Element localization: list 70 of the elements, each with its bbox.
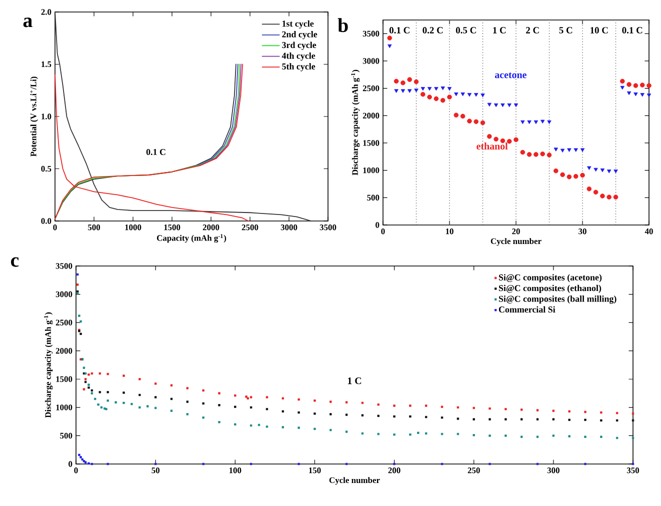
x-tick-label: 40 bbox=[644, 228, 653, 234]
y-tick-label: 3500 bbox=[56, 263, 72, 269]
text: c bbox=[11, 257, 19, 267]
annotation: 0.2 C bbox=[422, 27, 443, 34]
annotation: 0.1 C bbox=[146, 148, 166, 156]
x-tick-label: 300 bbox=[547, 468, 560, 474]
x-tick-label: 50 bbox=[152, 468, 160, 474]
x-tick-label: 200 bbox=[388, 468, 400, 474]
legend-label: 2nd cycle bbox=[282, 31, 318, 40]
annotation: 5 C bbox=[559, 27, 572, 34]
y-tick-label: 1500 bbox=[363, 140, 380, 146]
text: b bbox=[338, 18, 348, 32]
x-tick-label: 3000 bbox=[280, 224, 298, 230]
y-tick-label: 3000 bbox=[362, 58, 380, 64]
y-tick-label: 0 bbox=[68, 461, 72, 467]
annotation: 1 C bbox=[348, 377, 362, 384]
series-label: acetone bbox=[494, 72, 526, 78]
legend-label: Commercial Si bbox=[498, 306, 556, 313]
x-tick-label: 500 bbox=[88, 224, 100, 230]
annotation: 0.1 C bbox=[389, 27, 410, 34]
series-label: ethanol bbox=[476, 142, 508, 150]
annotation: 0.1 C bbox=[622, 27, 642, 34]
annotation: 1 C bbox=[493, 27, 506, 34]
text: a bbox=[23, 18, 32, 28]
x-tick-label: 2500 bbox=[242, 224, 258, 230]
y-tick-label: 2000 bbox=[56, 348, 72, 354]
x-tick-label: 2000 bbox=[202, 224, 220, 230]
y-tick-label: 3500 bbox=[362, 30, 380, 36]
x-tick-label: 350 bbox=[626, 468, 640, 474]
x-axis-title: Capacity (mAh g$^{-1}$) bbox=[156, 234, 226, 243]
annotation: 10 C bbox=[590, 27, 608, 34]
y-tick-label: 2500 bbox=[56, 320, 72, 326]
x-tick-label: 0 bbox=[74, 468, 78, 474]
y-tick-label: 1.5 bbox=[42, 61, 52, 68]
x-tick-label: 30 bbox=[578, 228, 586, 234]
y-axis-title: Discharge capacity (mAh g$^{-1}$) bbox=[44, 312, 53, 418]
legend-label: 5th cycle bbox=[282, 63, 316, 72]
x-tick-label: 250 bbox=[468, 468, 480, 474]
y-tick-label: 1000 bbox=[56, 404, 72, 410]
x-axis-title: Cycle number bbox=[329, 477, 380, 485]
y-tick-label: 500 bbox=[60, 432, 72, 439]
x-tick-label: 20 bbox=[512, 228, 520, 234]
y-tick-label: 0.5 bbox=[41, 166, 52, 172]
y-tick-label: 2.0 bbox=[41, 9, 52, 15]
x-tick-label: 10 bbox=[446, 228, 454, 234]
x-tick-label: 0 bbox=[381, 228, 385, 234]
y-axis-title: Discharge capacity (mAh g$^{-1}$) bbox=[351, 70, 360, 176]
annotation: 2 C bbox=[526, 27, 539, 34]
x-tick-label: 1500 bbox=[164, 224, 180, 230]
y-tick-label: 2500 bbox=[362, 85, 380, 92]
x-tick-label: 100 bbox=[229, 468, 242, 474]
legend-label: Si@C composites (ball milling) bbox=[498, 296, 616, 304]
y-tick-label: 0.0 bbox=[41, 218, 52, 224]
legend-label: 1st cycle bbox=[282, 20, 314, 29]
y-tick-label: 500 bbox=[367, 194, 380, 201]
y-axis-title: Potential (V vs.Li$^{+}$/Li) bbox=[30, 76, 38, 157]
y-tick-label: 3000 bbox=[56, 291, 72, 298]
y-tick-label: 2000 bbox=[362, 112, 380, 119]
x-tick-label: 1000 bbox=[125, 224, 142, 230]
x-axis-title: Cycle number bbox=[490, 238, 542, 246]
legend-label: 4th cycle bbox=[282, 52, 316, 61]
legend-label: Si@C composites (acetone) bbox=[498, 274, 602, 282]
legend-label: 3rd cycle bbox=[282, 42, 316, 50]
y-tick-label: 1000 bbox=[363, 167, 380, 174]
y-tick-label: 1.0 bbox=[42, 114, 52, 120]
y-tick-label: 1500 bbox=[56, 376, 72, 382]
x-tick-label: 3500 bbox=[320, 224, 336, 230]
x-tick-label: 150 bbox=[309, 468, 321, 474]
legend-label: Si@C composites (ethanol) bbox=[498, 284, 602, 293]
annotation: 0.5 C bbox=[456, 27, 476, 34]
